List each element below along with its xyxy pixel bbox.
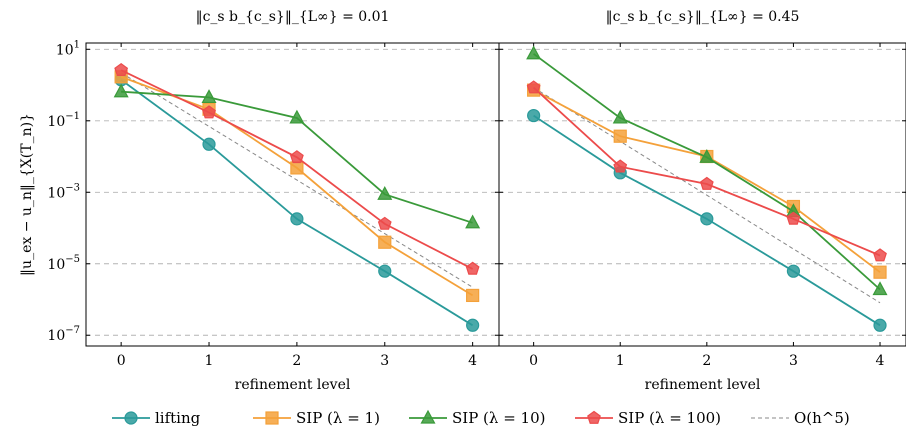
data-point xyxy=(786,211,801,225)
reference-line xyxy=(533,87,881,304)
x-axis-label: refinement level xyxy=(235,377,351,393)
series-line xyxy=(533,53,881,291)
series-line xyxy=(532,86,881,257)
x-tick-label: 1 xyxy=(205,353,214,369)
data-point xyxy=(466,288,480,303)
series-line xyxy=(120,75,474,297)
legend-marker xyxy=(420,409,436,424)
data-point xyxy=(201,89,217,104)
data-point xyxy=(613,159,628,173)
series-sip-lambda-10 xyxy=(526,45,888,296)
data-point xyxy=(113,83,129,98)
data-point xyxy=(527,108,541,123)
data-point xyxy=(873,248,887,262)
data-point xyxy=(465,214,481,229)
data-point xyxy=(290,161,304,175)
legend-item-sip-lambda-1: SIP (λ = 1) xyxy=(253,409,380,427)
y-tick-label: 10−3 xyxy=(47,182,80,201)
panel-title: ‖c_s b_{c_s}‖_{L∞} = 0.01 xyxy=(196,9,390,25)
data-point xyxy=(613,129,627,143)
data-point xyxy=(290,212,304,226)
legend-item-o-h-5: O(h^5) xyxy=(751,409,850,427)
legend-marker xyxy=(265,411,279,425)
legend-label: SIP (λ = 100) xyxy=(618,409,721,427)
data-point xyxy=(526,45,542,60)
series-lifting xyxy=(527,108,887,332)
series-o-h-5 xyxy=(533,87,881,304)
data-point xyxy=(202,137,216,151)
x-tick-label: 0 xyxy=(117,353,126,369)
data-point xyxy=(526,80,541,94)
legend-label: O(h^5) xyxy=(794,409,850,427)
x-tick-label: 3 xyxy=(380,353,389,369)
y-axis-label: ‖u_ex − u_n‖_{X(T_n)} xyxy=(19,113,35,276)
legend: lifting SIP (λ = 1) SIP (λ = 10) SIP (λ = 1… xyxy=(112,409,850,427)
legend-item-sip-lambda-10: SIP (λ = 10) xyxy=(409,409,545,427)
reference-line xyxy=(120,72,473,288)
y-tick-label: 10−7 xyxy=(47,325,80,344)
y-tick-label: 10−1 xyxy=(47,111,80,130)
x-tick-label: 2 xyxy=(292,353,301,369)
x-tick-label: 4 xyxy=(876,353,885,369)
data-point xyxy=(873,318,887,332)
plot-frame xyxy=(498,42,906,347)
y-tick-label: 10−5 xyxy=(47,254,80,273)
data-point xyxy=(465,261,480,275)
x-tick-label: 0 xyxy=(529,353,538,369)
legend-marker xyxy=(124,411,138,425)
legend-item-sip-lambda-100: SIP (λ = 100) xyxy=(575,409,721,427)
plot-frame xyxy=(85,42,500,347)
data-point xyxy=(290,150,304,164)
legend-label: lifting xyxy=(155,409,201,427)
data-point xyxy=(377,216,392,230)
panel-title: ‖c_s b_{c_s}‖_{L∞} = 0.45 xyxy=(606,9,800,25)
data-point xyxy=(612,109,628,124)
data-point xyxy=(466,318,480,332)
series-sip-lambda-1 xyxy=(114,70,480,303)
x-axis-label: refinement level xyxy=(645,377,761,393)
data-point xyxy=(202,105,216,119)
data-point xyxy=(872,281,888,296)
panel-2: 0 1 2 3 4 refinement level ‖c_s b_{c_s}‖_{L∞} … xyxy=(498,9,906,393)
data-point xyxy=(378,264,392,278)
y-tick-label: 101 xyxy=(56,39,80,58)
data-point xyxy=(700,212,714,226)
series-sip-lambda-100 xyxy=(114,62,480,275)
panel-1: 0 1 2 3 4 101 10−1 10−3 10−5 10−7 refinement level… xyxy=(19,9,500,393)
data-point xyxy=(699,176,714,190)
series-sip-lambda-100 xyxy=(526,80,887,262)
legend-item-lifting: lifting xyxy=(112,409,201,427)
data-point xyxy=(786,264,801,278)
series-sip-lambda-10 xyxy=(113,83,481,229)
data-point xyxy=(699,149,715,163)
data-point xyxy=(289,109,305,124)
legend-marker xyxy=(587,410,601,424)
data-point xyxy=(377,185,393,200)
x-tick-label: 3 xyxy=(789,353,798,369)
data-point xyxy=(114,62,129,77)
legend-label: SIP (λ = 10) xyxy=(452,409,545,427)
x-tick-label: 4 xyxy=(468,353,477,369)
x-tick-label: 2 xyxy=(702,353,711,369)
data-point xyxy=(873,265,887,279)
data-point xyxy=(378,235,392,249)
series-o-h-5 xyxy=(120,72,473,288)
legend-label: SIP (λ = 1) xyxy=(296,409,380,427)
x-tick-label: 1 xyxy=(616,353,625,369)
